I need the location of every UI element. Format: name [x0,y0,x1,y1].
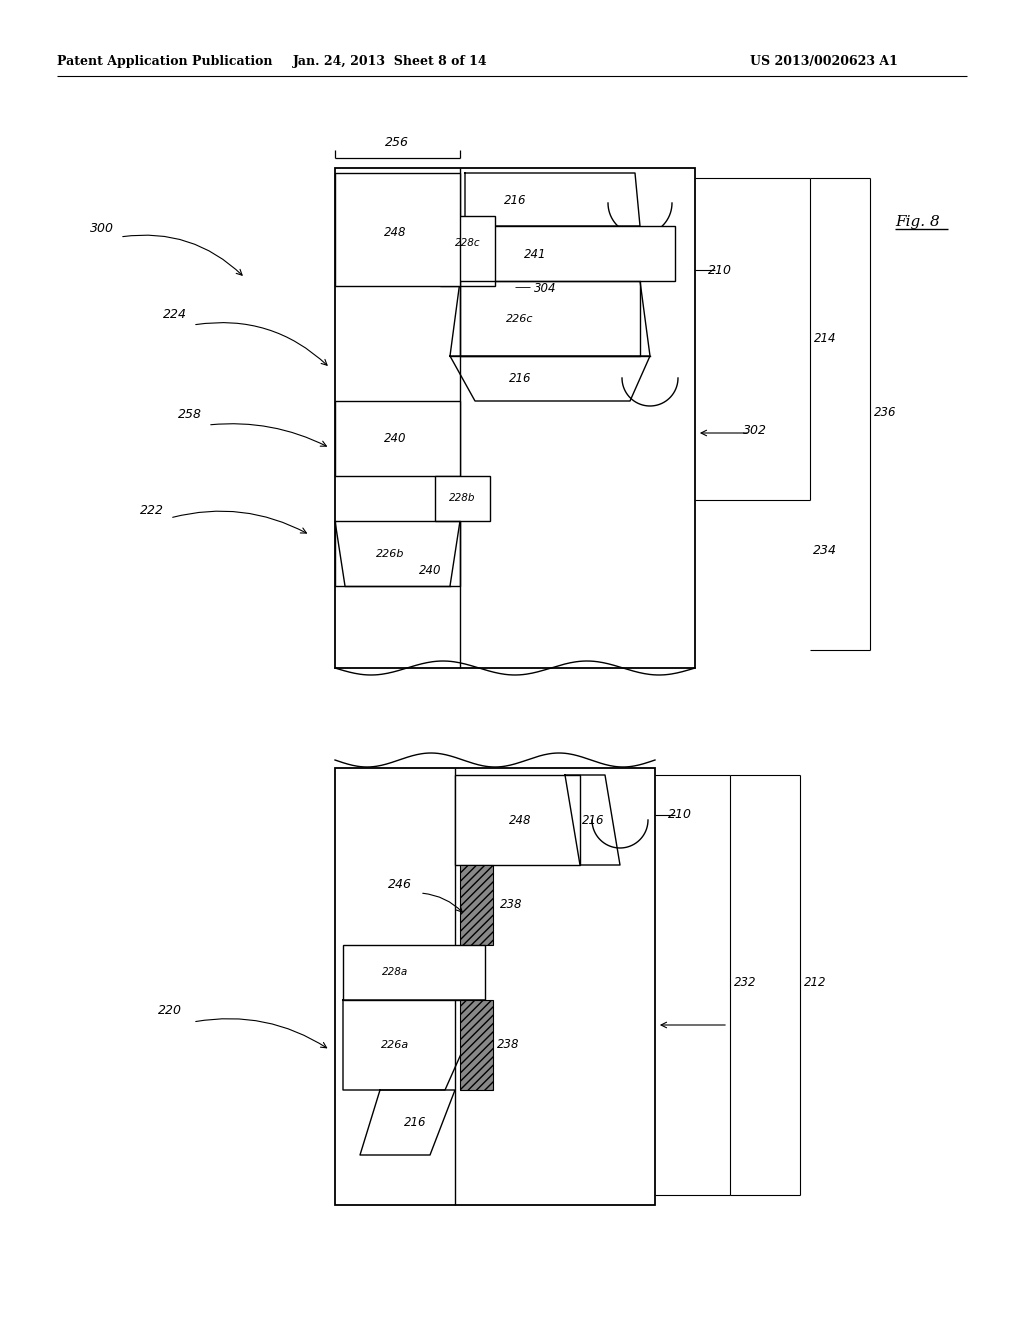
Text: 226a: 226a [381,1040,410,1049]
Text: 214: 214 [814,331,837,345]
Text: 240: 240 [419,565,441,578]
Text: 216: 216 [509,371,531,384]
Text: 224: 224 [163,309,187,322]
Text: 248: 248 [509,813,531,826]
Text: 240: 240 [384,433,407,446]
Text: 300: 300 [90,222,114,235]
Text: 236: 236 [873,405,896,418]
Text: 212: 212 [804,975,826,989]
Text: 222: 222 [140,503,164,516]
Bar [460,865,493,945]
Text: 228a: 228a [382,968,409,977]
Text: 210: 210 [668,808,692,821]
Text: 238: 238 [500,899,522,912]
Text: 302: 302 [743,424,767,437]
Text: 210: 210 [708,264,732,276]
Text: 228b: 228b [449,492,475,503]
Text: 304: 304 [534,282,556,296]
Text: 226b: 226b [376,549,404,558]
Bar [335,168,695,668]
Bar [435,477,490,521]
Bar [440,216,495,286]
Text: 228c: 228c [456,238,481,248]
Text: 248: 248 [384,227,407,239]
Text: 258: 258 [178,408,202,421]
Bar [460,226,675,281]
Text: Jan. 24, 2013  Sheet 8 of 14: Jan. 24, 2013 Sheet 8 of 14 [293,55,487,69]
Text: Fig. 8: Fig. 8 [895,215,940,228]
Text: 256: 256 [385,136,409,149]
Text: 216: 216 [582,813,604,826]
Text: 241: 241 [523,248,546,260]
Text: 232: 232 [734,975,757,989]
Bar [335,173,460,286]
Text: 216: 216 [403,1115,426,1129]
Bar [460,1001,493,1090]
Text: Patent Application Publication: Patent Application Publication [57,55,272,69]
Text: 216: 216 [504,194,526,207]
Bar [343,945,485,1001]
Text: 246: 246 [388,879,412,891]
Text: 238: 238 [497,1039,519,1052]
Bar [335,401,460,477]
Bar [335,768,655,1205]
Text: 220: 220 [158,1003,182,1016]
Text: US 2013/0020623 A1: US 2013/0020623 A1 [750,55,898,69]
Text: 234: 234 [813,544,837,557]
Text: 226c: 226c [506,314,534,323]
Bar [455,775,580,865]
